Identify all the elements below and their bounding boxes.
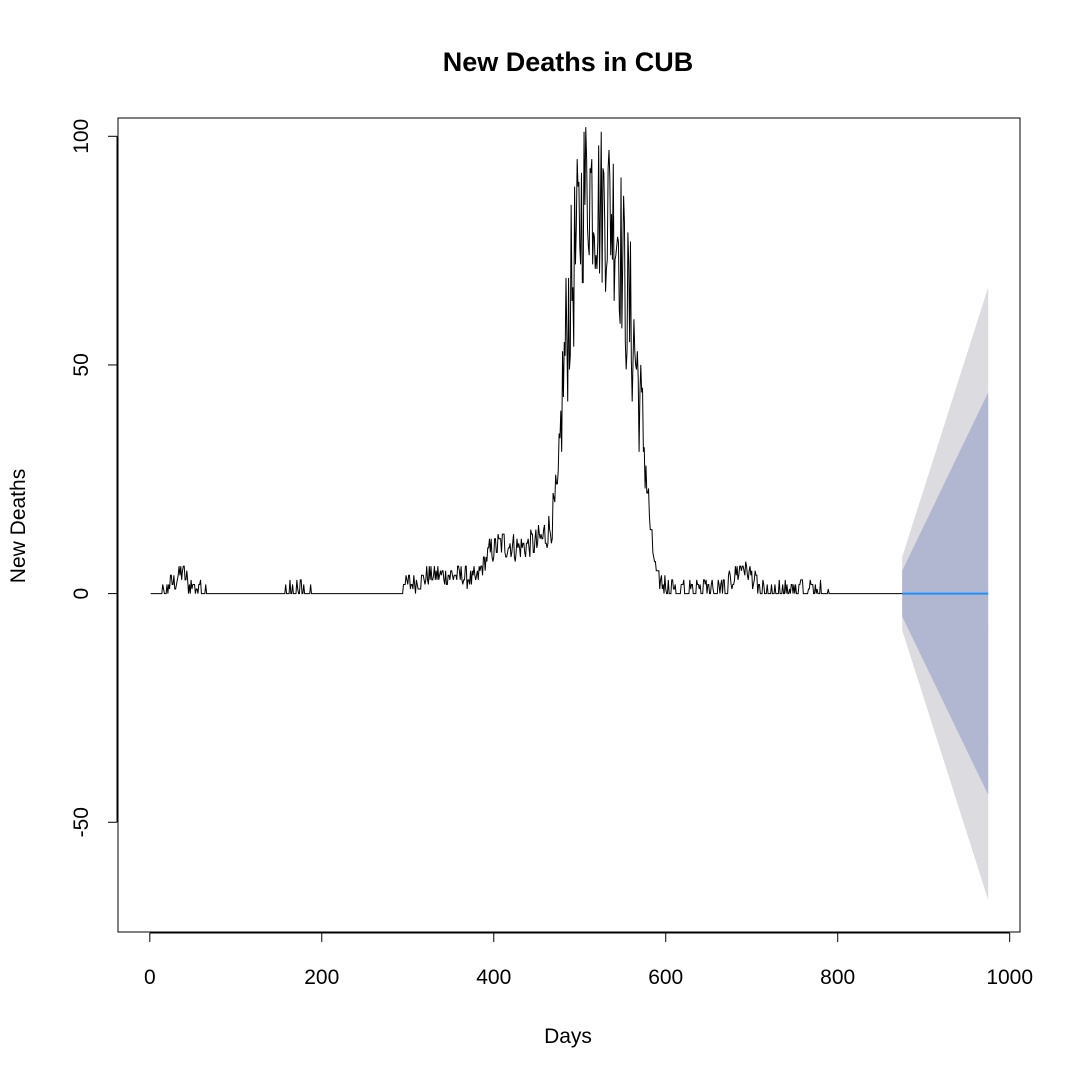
x-tick-label: 200 xyxy=(304,966,339,989)
x-axis-label: Days xyxy=(544,1025,592,1048)
plot-frame xyxy=(117,117,1021,933)
x-tick-label: 400 xyxy=(476,966,511,989)
y-tick-label: -50 xyxy=(70,807,93,837)
chart-title: New Deaths in CUB xyxy=(443,47,694,77)
x-tick-label: 600 xyxy=(648,966,683,989)
y-axis-label: New Deaths xyxy=(7,469,30,583)
y-tick-label: 100 xyxy=(70,119,93,154)
observed-line xyxy=(150,127,903,595)
y-tick-label: 50 xyxy=(70,353,93,376)
x-tick-label: 800 xyxy=(820,966,855,989)
y-tick-label: 0 xyxy=(70,588,93,600)
x-tick-label: 0 xyxy=(144,966,156,989)
y-axis: -50 0 50 100 xyxy=(70,119,118,837)
x-axis: 0 200 400 600 800 1000 xyxy=(144,932,1033,989)
x-tick-label: 1000 xyxy=(986,966,1033,989)
observed-series xyxy=(150,127,903,595)
